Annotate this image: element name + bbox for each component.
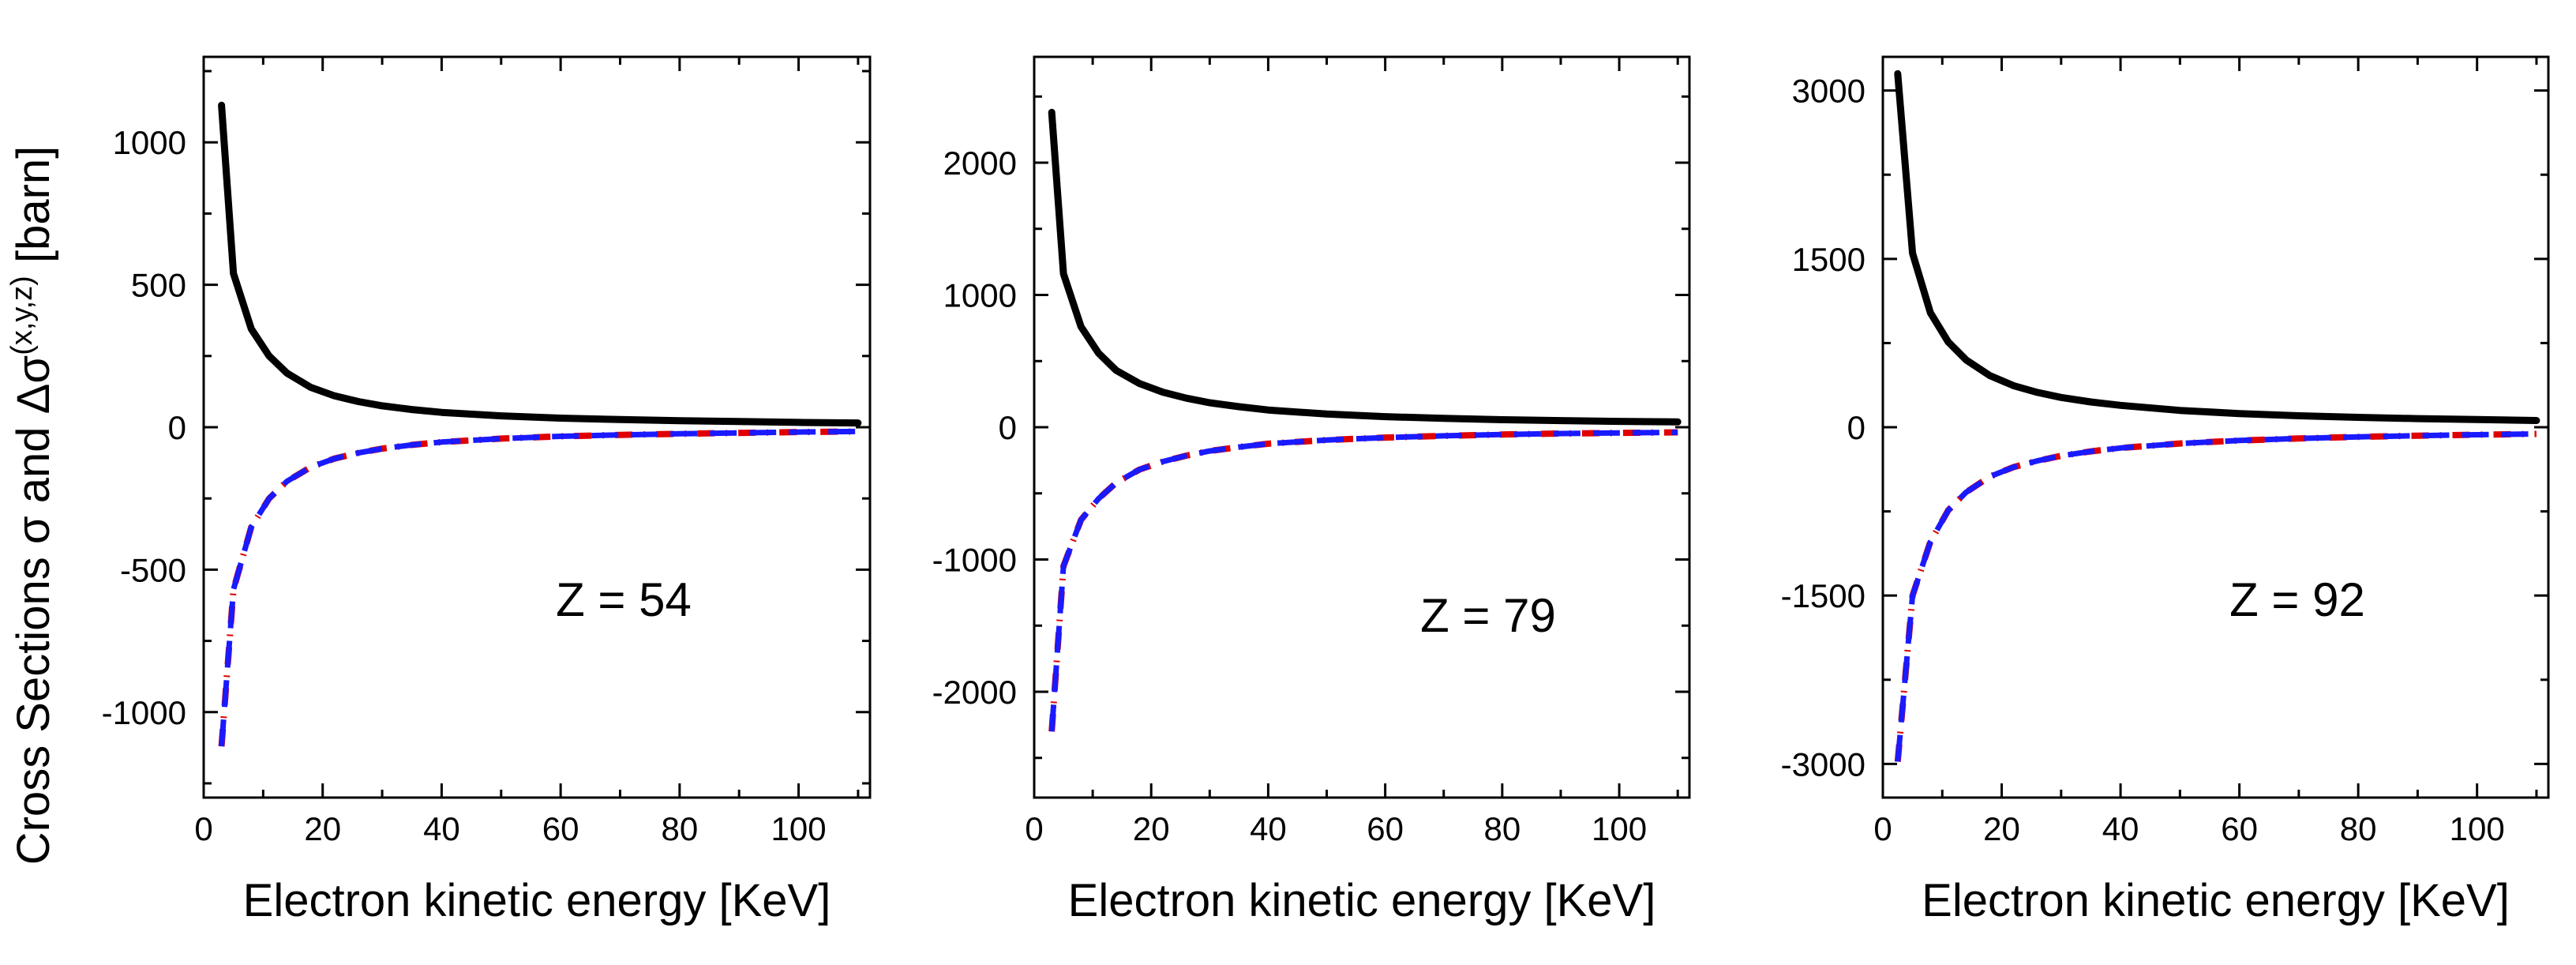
panel-2-y-tick-label: -1000 (932, 542, 1017, 579)
panel-3-x-axis-label: Electron kinetic energy [KeV] (1922, 875, 2510, 926)
panel-2-y-tick-label: 1000 (943, 277, 1017, 314)
panel-2-x-tick-label: 40 (1250, 810, 1287, 847)
panel-2-y-tick-label: 2000 (943, 145, 1017, 182)
panel-3: 0 20 40 60 80 100 -3000 -1500 0 1500 3000 Electron … (1781, 55, 2550, 926)
panel-2-x-tick-label: 100 (1592, 810, 1647, 847)
panel-2: 0 20 40 60 80 100 -2000 -1000 0 1000 2000 Electron … (932, 55, 1691, 926)
panel-2-y-tick-label: 0 (999, 409, 1017, 446)
panel-3-x-tick-label: 100 (2450, 810, 2505, 847)
panel-3-line-delta-sigma-x (1894, 430, 2537, 762)
panel-2-x-tick-label: 0 (1025, 810, 1043, 847)
panel-3-x-tick-label: 60 (2221, 810, 2258, 847)
panel-1-x-tick-label: 100 (771, 810, 827, 847)
panel-3-y-tick-label: -3000 (1781, 745, 1865, 783)
panel-2-x-tick-label: 60 (1367, 810, 1404, 847)
panel-1-x-tick-label: 80 (661, 810, 698, 847)
panel-2-line-delta-sigma-y (1048, 430, 1678, 732)
panel-1-x-tick-label: 20 (304, 810, 341, 847)
panel-1-annotation: Z = 54 (556, 573, 692, 626)
panel-3-plot-frame (1881, 55, 2550, 799)
panel-1: 0 20 40 60 80 100 -1000 -500 0 500 1000 Electron ki… (102, 55, 872, 926)
panel-3-line-sigma (1894, 69, 2540, 424)
panel-3-x-tick-label: 80 (2340, 810, 2377, 847)
panel-3-annotation: Z = 92 (2229, 573, 2365, 626)
panel-2-plot-frame (1033, 55, 1691, 799)
panel-3-y-tick-label: 3000 (1792, 73, 1865, 110)
y-axis-label: Cross Sections σ and Δσ(x,y,z) [barn] (6, 146, 59, 865)
y-axis-label-main: Cross Sections σ and Δσ (8, 355, 59, 865)
panel-1-line-delta-sigma-y (219, 428, 858, 747)
panel-3-x-tick-label: 40 (2102, 810, 2139, 847)
panel-2-x-axis-label: Electron kinetic energy [KeV] (1068, 875, 1656, 926)
panel-1-plot-frame (202, 55, 872, 799)
panel-1-y-tick-label: -1000 (102, 694, 186, 731)
y-axis-label-superscript: (x,y,z) (6, 276, 39, 355)
panel-1-y-tick-label: 1000 (113, 124, 186, 161)
panel-2-line-delta-sigma-x (1048, 429, 1678, 732)
panel-1-x-tick-label: 60 (542, 810, 579, 847)
panel-3-y-tick-label: 1500 (1792, 241, 1865, 278)
panel-3-line-delta-sigma-y (1895, 431, 2537, 762)
panel-3-x-tick-label: 20 (1983, 810, 2020, 847)
panel-1-x-tick-label: 40 (423, 810, 460, 847)
panel-3-y-tick-label: 0 (1847, 409, 1865, 446)
panel-1-y-tick-label: -500 (120, 551, 186, 588)
panel-2-line-sigma (1048, 108, 1682, 426)
panel-3-y-tick-label: -1500 (1781, 577, 1865, 614)
panel-2-series-group (1048, 108, 1682, 732)
panel-2-x-tick-label: 80 (1483, 810, 1520, 847)
panel-1-y-tick-label: 500 (131, 267, 186, 304)
panel-1-line-delta-sigma-x (218, 428, 858, 747)
panel-2-annotation: Z = 79 (1420, 589, 1556, 642)
panel-1-x-axis-label: Electron kinetic energy [KeV] (243, 875, 831, 926)
panel-1-y-tick-label: 0 (168, 409, 186, 446)
panel-1-line-sigma (218, 101, 862, 427)
panel-3-x-tick-label: 0 (1873, 810, 1892, 847)
panel-2-x-tick-label: 20 (1133, 810, 1170, 847)
y-axis-label-unit: [barn] (8, 146, 59, 276)
panel-1-x-tick-label: 0 (194, 810, 212, 847)
panel-2-y-tick-label: -2000 (932, 674, 1017, 711)
panel-1-series-group (218, 101, 862, 747)
panel-3-series-group (1894, 69, 2540, 762)
